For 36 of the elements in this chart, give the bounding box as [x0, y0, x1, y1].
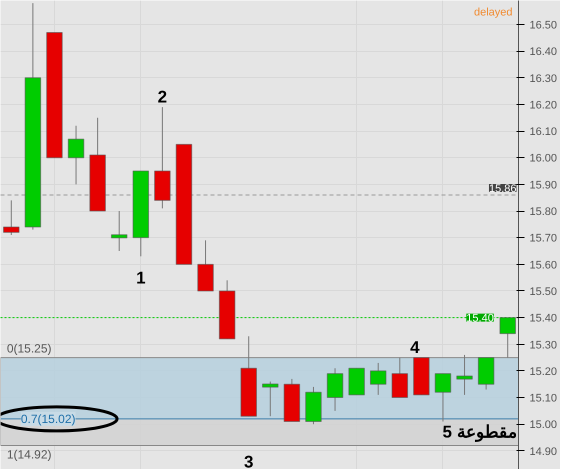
y-tick-label: 15.40: [530, 312, 558, 325]
candlestick: [326, 368, 344, 412]
y-tick-label: 16.00: [530, 152, 558, 165]
y-tick-label: 15.20: [530, 366, 558, 378]
y-tick-label: 16.10: [530, 126, 558, 138]
y-tick-label: 15.10: [530, 392, 558, 405]
candlestick: [68, 125, 84, 185]
band-label: 1(14.92): [6, 448, 52, 462]
candlestick: [370, 362, 386, 396]
band-label: 0(15.25): [6, 342, 52, 356]
candlestick: [392, 357, 408, 398]
candlestick: [434, 373, 452, 422]
ref-line-label: 0.7(15.02): [20, 412, 76, 426]
y-tick-label: 15.00: [530, 419, 558, 432]
annotation: 2: [158, 87, 168, 106]
annotation: 1: [136, 268, 146, 288]
y-tick-label: 16.20: [530, 99, 558, 112]
candlestick: [3, 200, 20, 236]
y-tick-label: 14.90: [530, 446, 558, 458]
y-tick-label: 16.40: [530, 46, 558, 58]
y-tick-label: 15.80: [530, 206, 558, 218]
annotation: delayed: [474, 6, 513, 18]
annotation: مقطوعة 5: [442, 422, 517, 443]
annotation: 4: [410, 338, 420, 357]
ref-line-label: 15.86: [488, 183, 517, 196]
y-tick-label: 16.30: [530, 72, 558, 85]
y-tick-label: 16.50: [530, 19, 558, 32]
candlestick: [262, 381, 279, 417]
candlestick: [456, 354, 473, 396]
annotation: 3: [244, 452, 254, 471]
y-tick-label: 15.60: [530, 259, 558, 272]
y-tick-label: 15.50: [530, 286, 558, 298]
y-tick-label: 15.30: [530, 339, 558, 352]
y-tick-label: 15.90: [530, 179, 558, 192]
y-tick-label: 15.70: [530, 232, 558, 245]
candlestick: [110, 210, 128, 252]
